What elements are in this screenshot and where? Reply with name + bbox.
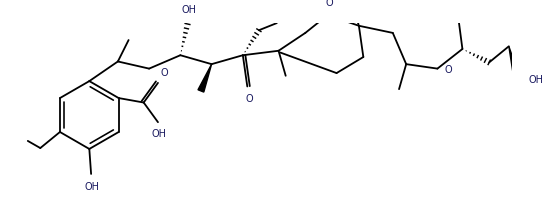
Text: O: O	[326, 0, 333, 8]
Text: OH: OH	[182, 5, 197, 15]
Text: OH: OH	[151, 129, 166, 139]
Polygon shape	[509, 46, 519, 75]
Text: O: O	[161, 68, 168, 78]
Polygon shape	[347, 0, 359, 26]
Polygon shape	[198, 64, 212, 92]
Text: OH: OH	[528, 75, 543, 85]
Text: OH: OH	[85, 182, 100, 192]
Text: O: O	[245, 94, 253, 104]
Text: O: O	[445, 65, 452, 75]
